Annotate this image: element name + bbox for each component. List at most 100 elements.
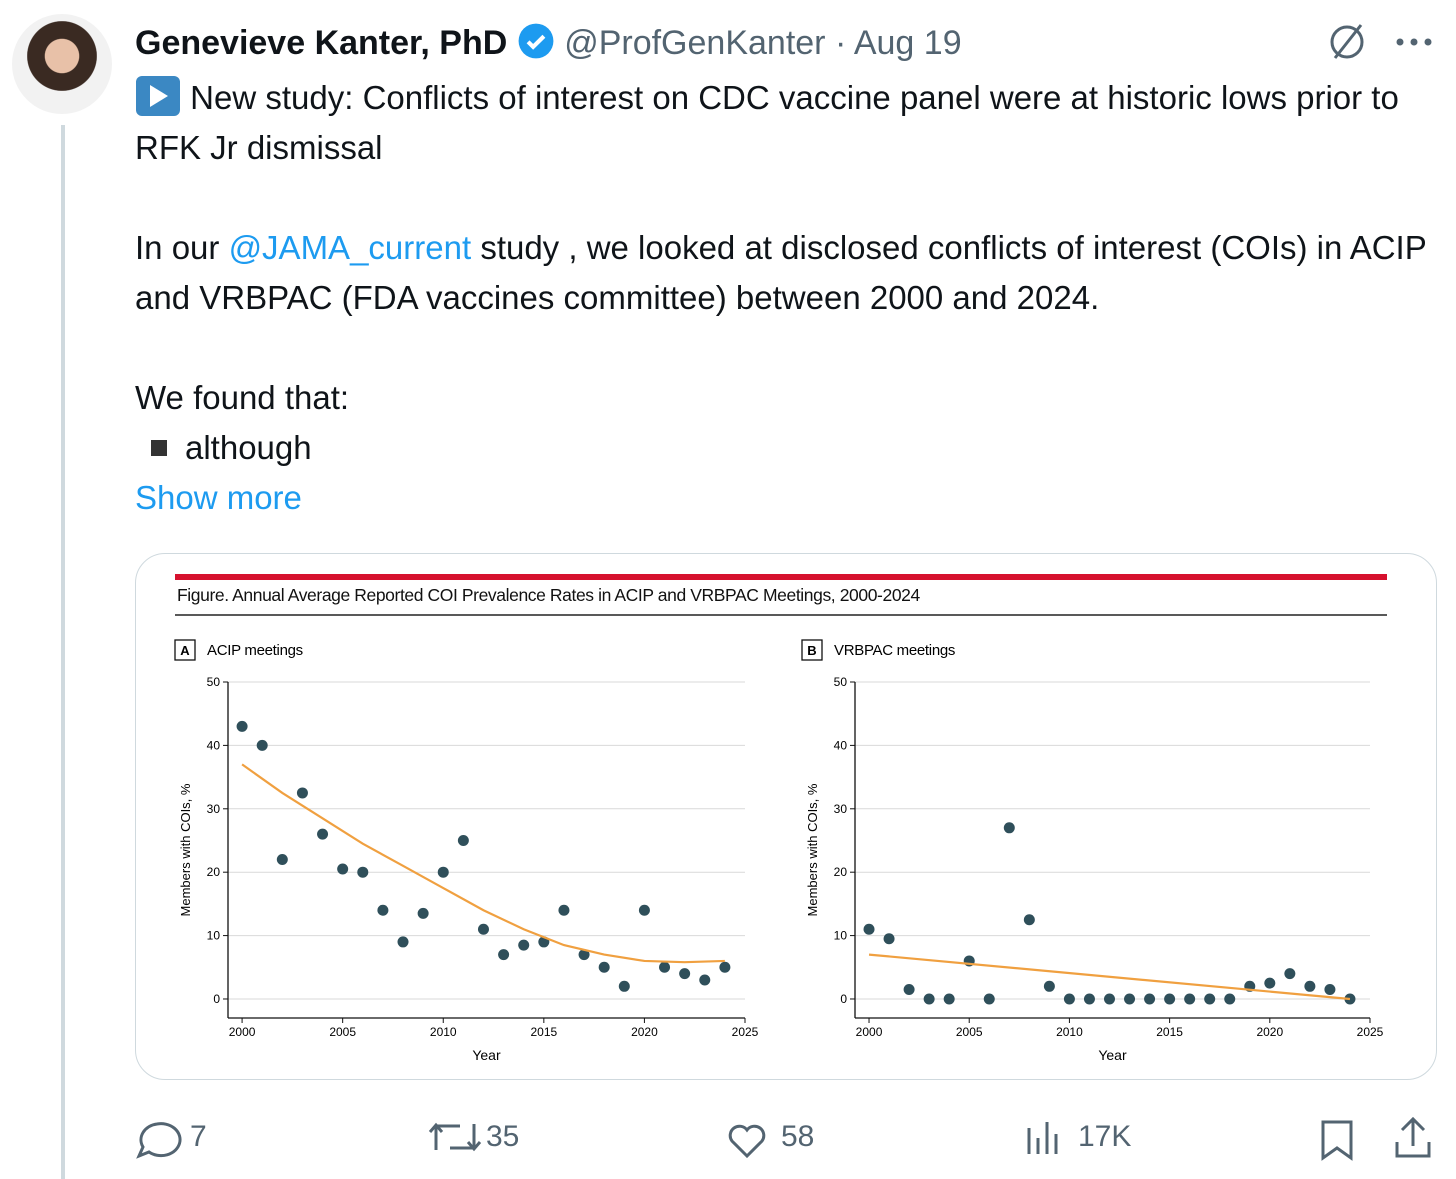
repost-count[interactable]: 35: [486, 1120, 520, 1153]
thread-line: [61, 125, 65, 1179]
data-point: [719, 961, 731, 973]
action-icons: [136, 1116, 1431, 1161]
data-point: [437, 866, 449, 878]
y-tick-label: 10: [834, 929, 848, 943]
data-point: [1144, 993, 1156, 1005]
data-point: [1063, 993, 1075, 1005]
tweet-text: New study: Conflicts of interest on CDC …: [135, 73, 1450, 523]
panel-label-box: [174, 639, 196, 661]
x-tick-label: 2005: [329, 1025, 356, 1039]
paragraph-text: New study: Conflicts of interest on CDC …: [135, 79, 1399, 166]
y-tick-label: 0: [213, 992, 220, 1006]
top-icons: [1330, 24, 1432, 59]
data-point: [337, 863, 349, 875]
data-point: [1124, 993, 1136, 1005]
header: Genevieve Kanter, PhD @ProfGenKanter · A…: [135, 20, 962, 66]
y-tick-label: 30: [834, 802, 848, 816]
data-point: [699, 974, 711, 986]
panel-label-box: [801, 639, 823, 661]
y-tick-label: 30: [207, 802, 221, 816]
like-count[interactable]: 58: [781, 1120, 815, 1153]
x-tick-label: 2010: [430, 1025, 457, 1039]
data-point: [659, 961, 671, 973]
figure-title: Figure. Annual Average Reported COI Prev…: [177, 585, 920, 605]
data-point: [618, 980, 630, 992]
verified-badge: [518, 23, 554, 59]
mention[interactable]: @JAMA_current: [228, 229, 472, 266]
data-point: [923, 993, 935, 1005]
data-point: [983, 993, 995, 1005]
paragraph-text: In our: [135, 229, 220, 266]
share-icon[interactable]: [1395, 1116, 1431, 1158]
data-point: [1204, 993, 1216, 1005]
data-point: [518, 939, 530, 951]
data-point: [903, 983, 915, 995]
data-point: [1184, 993, 1196, 1005]
panel-label: A: [180, 643, 190, 658]
like-icon[interactable]: [728, 1124, 766, 1159]
x-tick-label: 2000: [856, 1025, 883, 1039]
data-point: [276, 854, 288, 866]
data-point: [883, 933, 895, 945]
repost-icon[interactable]: [428, 1122, 482, 1152]
data-point: [357, 866, 369, 878]
show-more[interactable]: Show more: [135, 479, 302, 516]
reply-icon[interactable]: [136, 1122, 182, 1159]
data-point: [1304, 980, 1316, 992]
trend-line: [868, 953, 1351, 1001]
data-point: [296, 787, 308, 799]
data-point: [317, 828, 329, 840]
grok-icon[interactable]: [1330, 25, 1364, 59]
view-count[interactable]: 17K: [1078, 1120, 1132, 1153]
data-point: [638, 904, 650, 916]
x-tick-label: 2015: [530, 1025, 557, 1039]
data-point: [578, 949, 590, 961]
paragraph: We found that:: [135, 379, 350, 416]
data-point: [1103, 993, 1115, 1005]
y-tick-label: 50: [207, 675, 221, 689]
data-point: [1023, 914, 1035, 926]
x-tick-label: 2010: [1056, 1025, 1083, 1039]
bullet-text: although: [185, 429, 312, 466]
reply-count[interactable]: 7: [190, 1120, 207, 1153]
x-tick-label: 2020: [1256, 1025, 1283, 1039]
data-point: [598, 961, 610, 973]
handle[interactable]: @ProfGenKanter: [564, 24, 826, 62]
bookmark-icon[interactable]: [1321, 1120, 1353, 1161]
panel-label: B: [807, 643, 816, 658]
paragraph: New study: Conflicts of interest on CDC …: [135, 73, 1450, 173]
data-point: [256, 739, 268, 751]
data-point: [457, 834, 469, 846]
data-point: [1324, 983, 1336, 995]
bullet-item: although: [135, 423, 1450, 473]
data-point: [863, 923, 875, 935]
panel-title: VRBPAC meetings: [834, 642, 955, 659]
data-point: [1083, 993, 1095, 1005]
data-point: [1043, 980, 1055, 992]
views-icon[interactable]: [1027, 1122, 1058, 1154]
date[interactable]: · Aug 19: [834, 24, 962, 62]
data-point: [377, 904, 389, 916]
data-point: [943, 993, 955, 1005]
y-tick-label: 20: [834, 865, 848, 879]
y-axis-label: Members with COIs, %: [805, 783, 820, 916]
data-point: [236, 720, 248, 732]
author-name[interactable]: Genevieve Kanter, PhD: [135, 24, 508, 62]
data-point: [397, 936, 409, 948]
more-icon[interactable]: [1396, 38, 1432, 46]
avatar[interactable]: [12, 14, 112, 114]
data-point: [1224, 993, 1236, 1005]
trend-line: [241, 763, 725, 964]
data-point: [417, 907, 429, 919]
y-axis-label: Members with COIs, %: [178, 783, 193, 916]
data-point: [558, 904, 570, 916]
x-tick-label: 2020: [631, 1025, 658, 1039]
data-point: [498, 949, 510, 961]
media-card[interactable]: [135, 553, 1437, 1080]
figure-rule: [175, 574, 1387, 580]
x-tick-label: 2000: [229, 1025, 256, 1039]
y-tick-label: 0: [840, 992, 847, 1006]
x-axis-label: Year: [1098, 1047, 1127, 1063]
